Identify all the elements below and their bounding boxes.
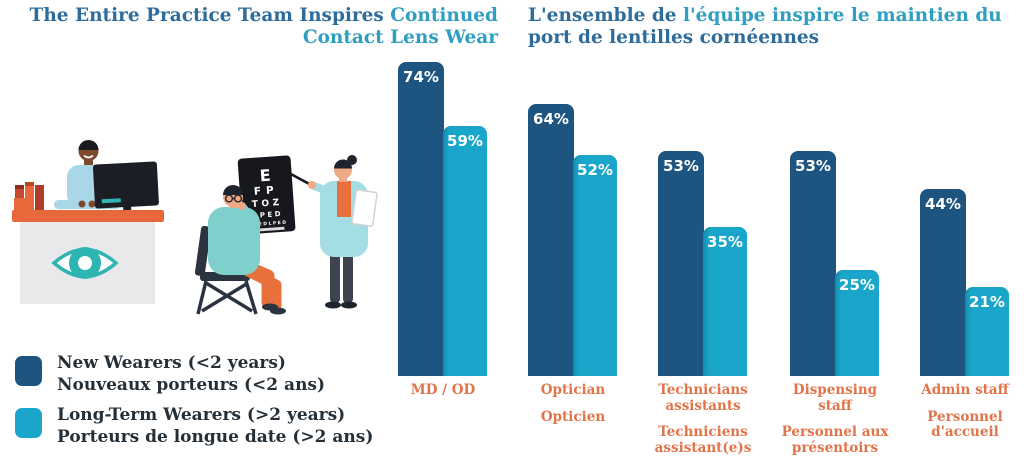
bar-value-label: 25% xyxy=(839,276,875,294)
title-en-dark-segment: The Entire Practice Team Inspires xyxy=(29,5,384,26)
legend-label-en: Long-Term Wearers (>2 years) xyxy=(57,405,346,425)
bar-value-label: 74% xyxy=(403,68,439,86)
eye-chart-row: E xyxy=(259,166,271,186)
legend-label-fr: Nouveaux porteurs (<2 ans) xyxy=(57,375,326,395)
legend-label-fr: Porteurs de longue date (>2 ans) xyxy=(57,427,374,447)
title-french: L'ensemble de l'équipe inspire le mainti… xyxy=(528,5,1022,48)
bar-value-label: 52% xyxy=(577,161,613,179)
category-label-en: Technicians assistants xyxy=(658,382,748,414)
bar-value-label: 59% xyxy=(447,132,483,150)
title-fr-light-segment: l'équipe inspire le maintien du xyxy=(676,5,1002,26)
legend-label-en: New Wearers (<2 years) xyxy=(57,353,286,373)
legend-swatch-light-blue xyxy=(15,408,42,438)
category-label-fr: Techniciens assistant(e)s xyxy=(654,424,752,456)
bar-pair: 74% 59% xyxy=(398,55,488,376)
legend-label-new-wearers: New Wearers (<2 years) Nouveaux porteurs… xyxy=(57,352,325,396)
legend-label-long-term-wearers: Long-Term Wearers (>2 years) Porteurs de… xyxy=(57,404,373,448)
category-label: Optician Opticien xyxy=(498,382,648,425)
bar-pair: 53% 25% xyxy=(790,55,880,376)
bar-group: 74% 59% MD / OD xyxy=(398,55,488,459)
title-fr-dark-segment: L'ensemble de xyxy=(528,5,677,26)
category-label: Admin staff Personnel d'accueil xyxy=(890,382,1024,441)
category-label-fr: Personnel aux présentoirs xyxy=(781,424,889,456)
bar-new-wearers: 64% xyxy=(528,104,574,376)
category-label-fr: Personnel d'accueil xyxy=(927,408,1003,440)
category-label-en: Dispensing staff xyxy=(792,382,878,414)
bar-value-label: 35% xyxy=(707,233,743,251)
bar-value-label: 44% xyxy=(925,195,961,213)
title-english-line2: Contact Lens Wear xyxy=(302,26,498,48)
category-label-en: Optician xyxy=(540,382,606,398)
patient xyxy=(194,185,286,315)
eye-chart-row: FP xyxy=(253,184,279,198)
eye-chart-row: TOZ xyxy=(251,198,282,210)
eye-chart-row: LPED xyxy=(253,210,284,220)
bar-new-wearers: 53% xyxy=(790,151,836,376)
legend-swatch-dark-blue xyxy=(15,356,42,386)
title-english-line1: The Entire Practice Team Inspires Contin… xyxy=(0,5,498,27)
bar-new-wearers: 74% xyxy=(398,62,444,376)
bar-value-label: 53% xyxy=(663,157,699,175)
bar-value-label: 64% xyxy=(533,110,569,128)
eye-exam-scene: E FP TOZ LPED LPEDLPED xyxy=(194,155,378,315)
bar-pair: 44% 21% xyxy=(920,55,1010,376)
bar-long-term-wearers: 52% xyxy=(573,155,617,376)
eye-logo-icon xyxy=(51,247,119,279)
title-en-light-segment: Continued xyxy=(383,5,498,26)
category-label: MD / OD xyxy=(368,382,518,399)
bar-value-label: 21% xyxy=(969,293,1005,311)
bar-long-term-wearers: 59% xyxy=(443,126,487,376)
computer-monitor-icon xyxy=(92,161,159,214)
category-label-fr: Opticien xyxy=(540,408,606,425)
bar-pair: 64% 52% xyxy=(528,55,618,376)
bar-new-wearers: 44% xyxy=(920,189,966,376)
bar-group: 53% 35% Technicians assistants Techniciens as… xyxy=(655,55,751,459)
category-label: Technicians assistants Techniciens assistan… xyxy=(628,382,778,456)
bar-long-term-wearers: 35% xyxy=(703,227,747,376)
category-label-en: Admin staff xyxy=(921,382,1009,398)
optometrist xyxy=(308,155,378,309)
practice-illustration: E FP TOZ LPED LPEDLPED xyxy=(12,140,378,315)
bar-value-label: 53% xyxy=(795,157,831,175)
category-label-en: MD / OD xyxy=(410,382,476,398)
bar-long-term-wearers: 25% xyxy=(835,270,879,376)
bar-long-term-wearers: 21% xyxy=(965,287,1009,376)
bar-pair: 53% 35% xyxy=(658,55,748,376)
title-english: The Entire Practice Team Inspires Contin… xyxy=(0,5,498,48)
legend-item-new-wearers: New Wearers (<2 years) Nouveaux porteurs… xyxy=(15,352,325,396)
bar-group: 44% 21% Admin staff Personnel d'accueil xyxy=(920,55,1010,459)
eye-chart-row: LPEDLPED xyxy=(249,220,287,229)
category-label: Dispensing staff Personnel aux présentoirs xyxy=(760,382,910,456)
books-icon xyxy=(14,182,44,211)
bar-group: 64% 52% Optician Opticien xyxy=(528,55,618,459)
title-french-line2: port de lentilles cornéennes xyxy=(528,26,820,48)
legend-item-long-term-wearers: Long-Term Wearers (>2 years) Porteurs de… xyxy=(15,404,373,448)
title-french-line1: L'ensemble de l'équipe inspire le mainti… xyxy=(528,5,1022,27)
bar-group: 53% 25% Dispensing staff Personnel aux présen… xyxy=(782,55,888,459)
bar-chart: 74% 59% MD / OD 64% 52% Optician Opticien 53% 35… xyxy=(390,55,1024,459)
bar-new-wearers: 53% xyxy=(658,151,704,376)
reception-scene xyxy=(12,140,164,304)
